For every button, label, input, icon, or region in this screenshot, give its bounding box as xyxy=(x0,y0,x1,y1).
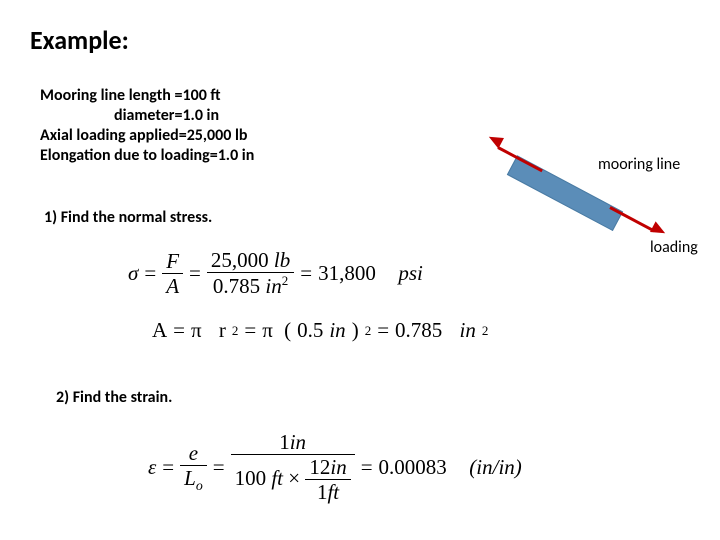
area-inner-unit: in xyxy=(329,318,345,343)
equation-stress: σ = F A = 25,000 lb 0.785 in2 = 31,800 p… xyxy=(128,248,423,299)
stress-F: F xyxy=(162,249,183,274)
strain-conv-top: 12 xyxy=(309,455,330,479)
question-1: 1) Find the normal stress. xyxy=(44,208,212,227)
area-r-exp: 2 xyxy=(232,323,239,339)
area-pi-1: π xyxy=(191,318,202,343)
mooring-label: mooring line xyxy=(598,155,680,174)
sigma-symbol: σ xyxy=(128,261,138,286)
arrow-upper-head xyxy=(486,131,504,148)
area-lhs: A xyxy=(152,318,167,343)
epsilon-symbol: ε xyxy=(148,455,156,480)
stress-result-unit: psi xyxy=(398,261,423,286)
given-line-1: Mooring line length =100 ft xyxy=(40,86,254,106)
area-result-exp: 2 xyxy=(482,323,489,339)
stress-A: A xyxy=(162,274,183,299)
strain-bot-unit: ft xyxy=(271,466,283,490)
equation-area: A = π r2 = π (0.5in)2 = 0.785 in2 xyxy=(152,318,488,343)
given-line-2: diameter=1.0 in xyxy=(40,106,254,126)
strain-L: L xyxy=(184,466,196,490)
strain-Lo-sub: o xyxy=(196,478,203,493)
given-line-3: Axial loading applied=25,000 lb xyxy=(40,126,254,146)
stress-num-val: 25,000 xyxy=(211,248,269,272)
strain-e: e xyxy=(180,441,207,466)
stress-den-exp: 2 xyxy=(282,273,289,288)
area-inner-exp: 2 xyxy=(365,323,372,339)
arrow-lower-head xyxy=(650,221,668,238)
stress-num-unit: lb xyxy=(274,248,290,272)
strain-top-val: 1 xyxy=(279,430,290,454)
area-inner-val: 0.5 xyxy=(297,318,323,343)
area-result-val: 0.785 xyxy=(395,318,442,343)
strain-bot-val: 100 xyxy=(235,466,267,490)
loading-label: loading xyxy=(650,238,698,257)
strain-conv-bot: 1 xyxy=(317,480,328,504)
strain-conv-top-unit: in xyxy=(330,455,346,479)
stress-result-val: 31,800 xyxy=(318,261,376,286)
given-block: Mooring line length =100 ft diameter=1.0… xyxy=(40,86,254,166)
question-2: 2) Find the strain. xyxy=(56,388,172,407)
strain-top-unit: in xyxy=(290,430,306,454)
strain-result-val: 0.00083 xyxy=(379,455,447,480)
page-title: Example: xyxy=(30,24,129,56)
area-pi-2: π xyxy=(262,318,273,343)
area-r: r xyxy=(219,318,226,343)
stress-den-val: 0.785 xyxy=(213,274,260,298)
given-line-4: Elongation due to loading=1.0 in xyxy=(40,146,254,166)
area-result-unit: in xyxy=(460,318,476,343)
stress-den-unit: in xyxy=(265,274,281,298)
equation-strain: ε = e Lo = 1in 100 ft × 12in 1ft = 0.000… xyxy=(148,430,522,505)
strain-conv-bot-unit: ft xyxy=(327,480,339,504)
strain-result-unit: (in/in) xyxy=(469,455,522,480)
